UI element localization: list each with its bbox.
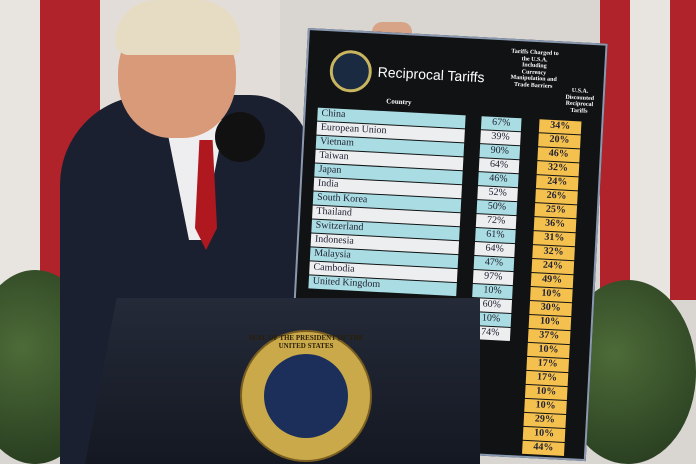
eagle-icon xyxy=(264,354,348,438)
flag-stripe-red xyxy=(670,0,696,300)
board-title: Reciprocal Tariffs xyxy=(377,63,485,86)
country-header: Country xyxy=(386,97,412,107)
reciprocal-cell: 44% xyxy=(522,440,565,456)
seal-text: SEAL OF THE PRESIDENT OF THE UNITED STAT… xyxy=(248,334,364,350)
flag-stripe-white xyxy=(630,0,670,300)
presidential-seal: SEAL OF THE PRESIDENT OF THE UNITED STAT… xyxy=(240,330,372,462)
flag-stripe-white xyxy=(0,0,40,300)
microphone-icon xyxy=(215,112,265,162)
red-tie xyxy=(195,140,217,250)
speaker-hair xyxy=(115,0,240,55)
charged-header: Tariffs Charged to the U.S.A. Including … xyxy=(510,48,559,90)
reciprocal-header: U.S.A. Discounted Reciprocal Tariffs xyxy=(565,87,595,115)
presidential-seal-icon xyxy=(328,49,373,94)
